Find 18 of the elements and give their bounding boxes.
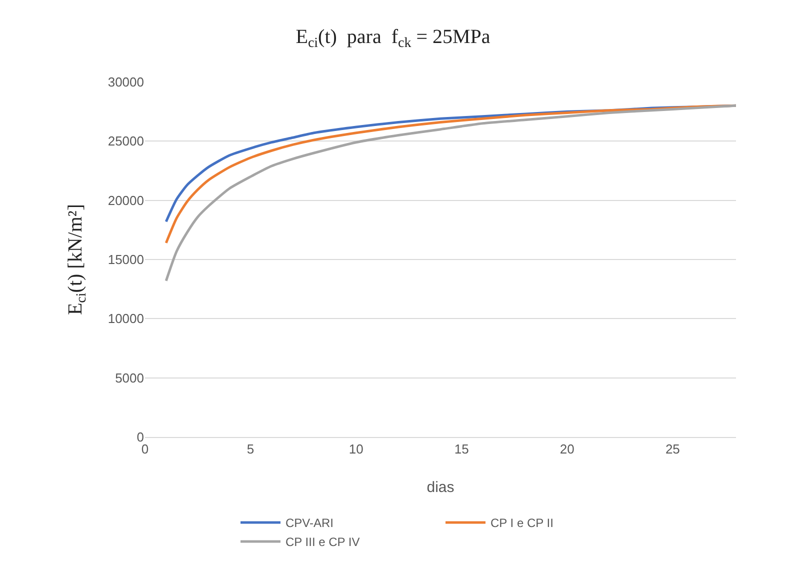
y-tick-label: 0 [136,430,144,445]
x-tick-label: 15 [454,442,469,457]
x-tick-label: 10 [348,442,364,457]
y-tick-label: 25000 [108,134,144,149]
line-series [164,104,736,282]
x-tick-label: 5 [246,442,254,457]
chart-title: E$_{ci}$(t) para f$_{ck}$ = 25MPa [296,26,490,52]
y-tick-label: 5000 [115,370,144,386]
y-tick-label: 20000 [108,192,144,208]
y-tick-label: 10000 [108,311,144,326]
legend-label: CP III e CP IV [286,535,360,550]
legend-label: CP I e CP II [490,516,554,530]
x-tick-label: 25 [665,442,680,457]
x-tick-label: 20 [560,442,574,457]
y-tick-label: 15000 [108,252,144,268]
legend-label: CPV-ARI [286,516,334,530]
x-axis-title: dias [426,479,454,496]
y-tick-label: 30000 [108,74,144,90]
